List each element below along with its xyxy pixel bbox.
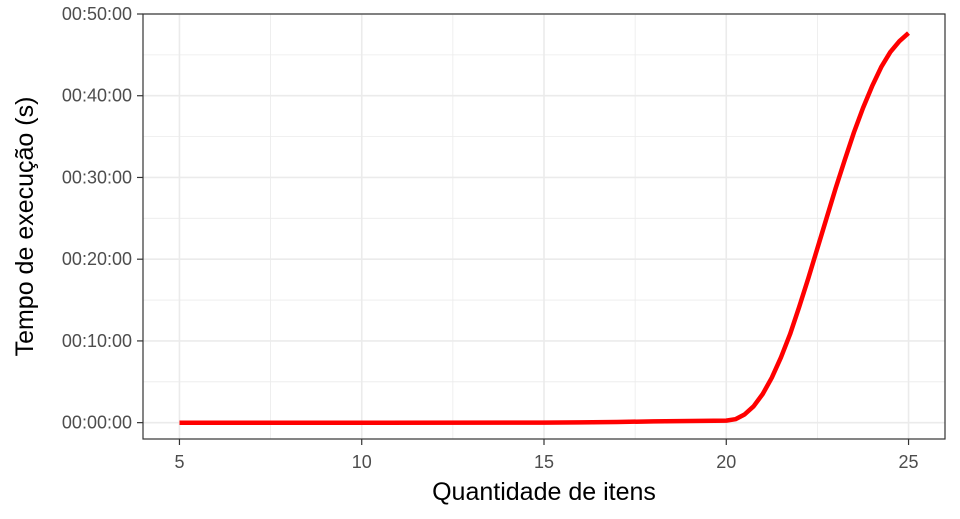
x-tick-label: 15 [534, 452, 554, 472]
series-line [179, 31, 910, 425]
series-layer [179, 31, 910, 425]
x-axis-title: Quantidade de itens [432, 478, 656, 506]
x-tick-label: 10 [352, 452, 372, 472]
x-tick-label: 5 [174, 452, 184, 472]
axes: 5 10 15 20 25 00:00:00 00:10:00 00:20:00 00:30:0… [62, 4, 919, 472]
y-tick-label: 00:10:00 [62, 331, 132, 351]
y-tick-label: 00:20:00 [62, 249, 132, 269]
y-axis-title: Tempo de execução (s) [11, 97, 39, 357]
grid-lines [143, 13, 945, 439]
x-tick-label: 20 [716, 452, 736, 472]
y-tick-label: 00:40:00 [62, 86, 132, 106]
y-tick-label: 00:00:00 [62, 413, 132, 433]
x-tick-label: 25 [899, 452, 919, 472]
y-tick-label: 00:50:00 [62, 4, 132, 24]
y-tick-label: 00:30:00 [62, 167, 132, 187]
